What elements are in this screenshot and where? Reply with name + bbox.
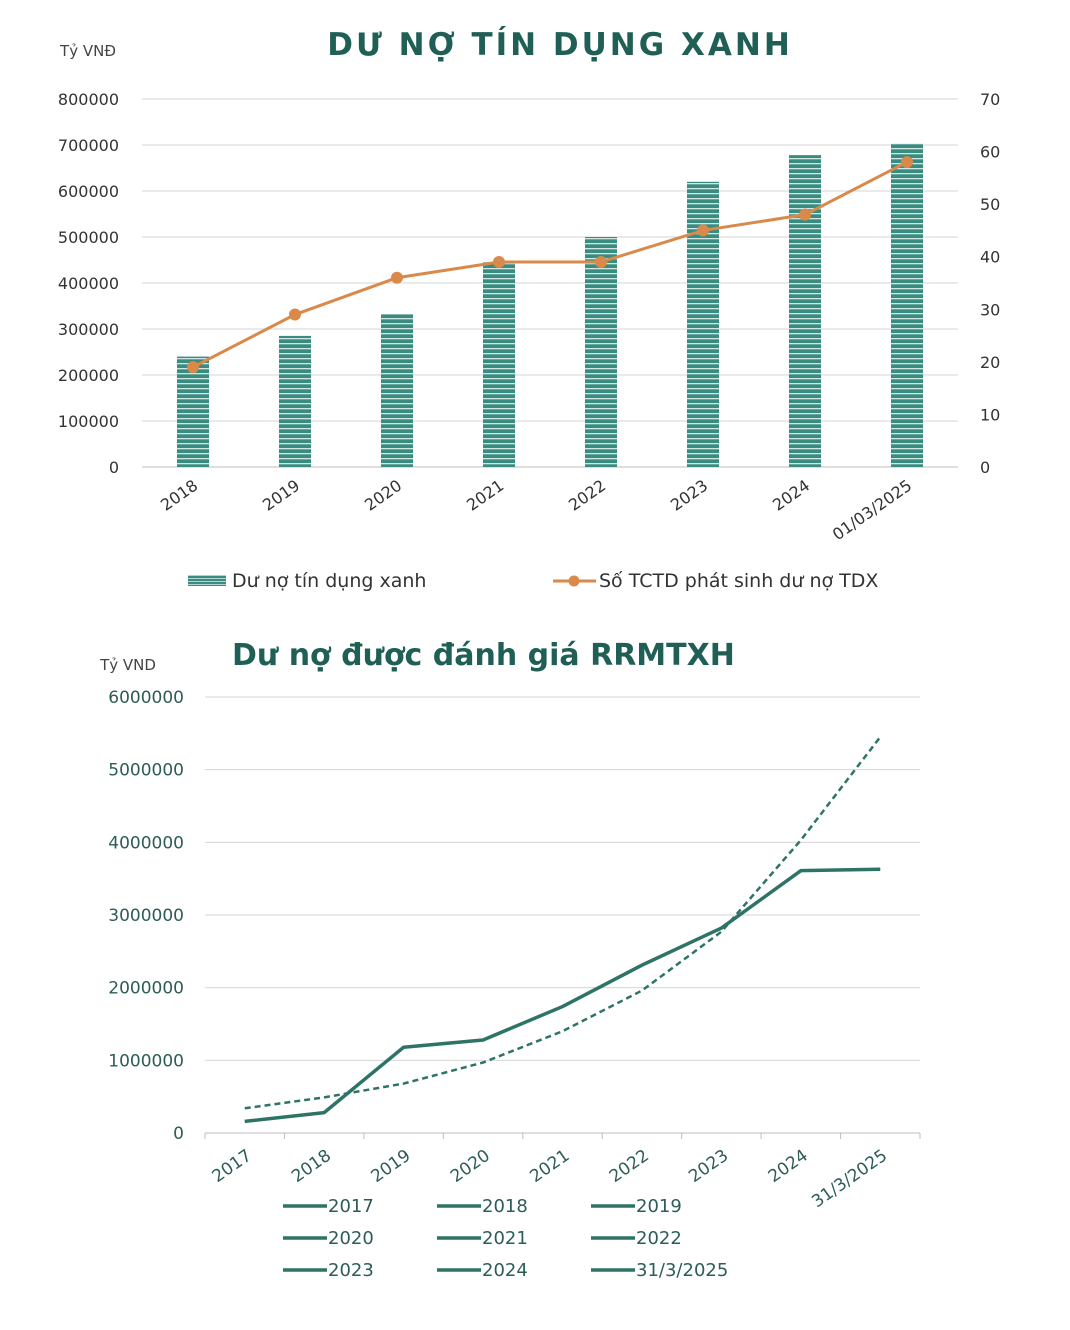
chart1-x-tick-label: 2022 (565, 476, 609, 515)
chart1-x-tick-label: 2024 (769, 476, 813, 515)
chart2-legend-label: 2021 (482, 1228, 528, 1249)
chart1-bar (483, 262, 515, 467)
chart1-y-tick-label: 500000 (58, 228, 119, 247)
chart2-y-tick-label: 0 (173, 1124, 184, 1144)
chart2-x-tick-label: 2019 (368, 1146, 415, 1187)
chart2-legend-label: 2020 (328, 1228, 374, 1249)
chart2-legend-label: 2022 (636, 1228, 682, 1249)
chart2-x-tick-label: 31/3/2025 (808, 1146, 891, 1212)
chart1-y-tick-label: 400000 (58, 274, 119, 293)
chart1-x-tick-label: 2020 (361, 476, 405, 515)
chart1-bar (585, 237, 617, 467)
chart1-x-tick-label: 2018 (157, 476, 201, 515)
chart1-y2-tick-label: 10 (980, 405, 1000, 424)
chart2-x-tick-label: 2017 (209, 1146, 256, 1187)
chart2-legend-label: 2017 (328, 1196, 374, 1217)
chart2-x-tick-label: 2020 (447, 1146, 494, 1187)
chart2-trendline (244, 736, 882, 1110)
chart1-y-tick-label: 200000 (58, 366, 119, 385)
chart1-line-point (595, 255, 607, 268)
chart1-line-point (901, 156, 913, 169)
chart1-x-tick-label: 2021 (463, 476, 507, 515)
chart1-line-point (289, 308, 301, 321)
chart2-legend-label: 2019 (636, 1196, 682, 1217)
chart1-y-tick-label: 100000 (58, 412, 119, 431)
chart2-y-tick-label: 1000000 (108, 1051, 184, 1071)
chart1-y-tick-label: 800000 (58, 90, 119, 109)
chart2-x-tick-label: 2022 (606, 1146, 653, 1187)
chart1-bar (789, 155, 821, 467)
chart2-x-tick-label: 2023 (685, 1146, 732, 1187)
chart1-title: DƯ NỢ TÍN DỤNG XANH (327, 27, 793, 63)
chart2-y-tick-label: 4000000 (108, 833, 184, 853)
esg-risk-credit-chart: Dư nợ được đánh giá RRMTXH Tỷ VND 0 10000… (99, 638, 921, 1281)
chart2-x-tick-label: 2021 (526, 1146, 573, 1187)
chart1-x-tick-label: 2023 (667, 476, 711, 515)
chart2-y-tick-label: 5000000 (108, 761, 184, 781)
chart1-bar (177, 356, 209, 467)
chart1-line-point (391, 271, 403, 284)
chart2-y-tick-label: 2000000 (108, 979, 184, 999)
chart2-legend-label: 2023 (328, 1260, 374, 1281)
legend-bar-label: Dư nợ tín dụng xanh (232, 570, 426, 592)
chart1-y2-tick-label: 50 (980, 195, 1000, 214)
chart1-line-point (697, 224, 709, 237)
green-credit-chart: DƯ NỢ TÍN DỤNG XANH Tỷ VNĐ 0 100000 200000… (58, 27, 1000, 592)
legend-bar-swatch (188, 575, 226, 586)
chart1-unit-label: Tỷ VNĐ (59, 42, 116, 60)
chart1-x-tick-label: 2019 (259, 476, 303, 515)
legend-line-label: Số TCTD phát sinh dư nợ TDX (599, 570, 878, 592)
chart2-x-tick-label: 2024 (765, 1146, 812, 1187)
chart2-series-line (244, 867, 881, 1124)
chart1-y2-tick-label: 0 (980, 458, 990, 477)
chart1-line-point (493, 255, 505, 268)
chart2-legend-label: 31/3/2025 (636, 1260, 728, 1281)
chart2-title: Dư nợ được đánh giá RRMTXH (232, 638, 735, 673)
chart2-y-tick-label: 3000000 (108, 906, 184, 926)
chart2-legend-label: 2018 (482, 1196, 528, 1217)
chart1-y-tick-label: 600000 (58, 182, 119, 201)
chart1-y-tick-label: 700000 (58, 136, 119, 155)
chart2-unit-label: Tỷ VND (99, 656, 156, 674)
chart1-bar (279, 335, 311, 467)
chart1-y-tick-label: 300000 (58, 320, 119, 339)
chart1-bar (381, 314, 413, 467)
chart1-y2-tick-label: 20 (980, 353, 1000, 372)
chart1-x-tick-label: 01/03/2025 (829, 476, 915, 544)
chart1-line-point (799, 208, 811, 221)
chart1-y2-tick-label: 40 (980, 248, 1000, 267)
chart1-y2-tick-label: 30 (980, 300, 1000, 319)
chart1-line-point (187, 361, 199, 374)
legend-line-marker (568, 575, 580, 587)
chart1-y2-tick-label: 70 (980, 90, 1000, 109)
chart2-x-tick-label: 2018 (288, 1146, 335, 1187)
chart1-y2-tick-label: 60 (980, 143, 1000, 162)
chart2-y-tick-label: 6000000 (108, 688, 184, 708)
chart2-legend-label: 2024 (482, 1260, 528, 1281)
chart1-bar (891, 143, 923, 467)
chart1-series-line (192, 160, 908, 369)
chart1-y-tick-label: 0 (109, 458, 119, 477)
